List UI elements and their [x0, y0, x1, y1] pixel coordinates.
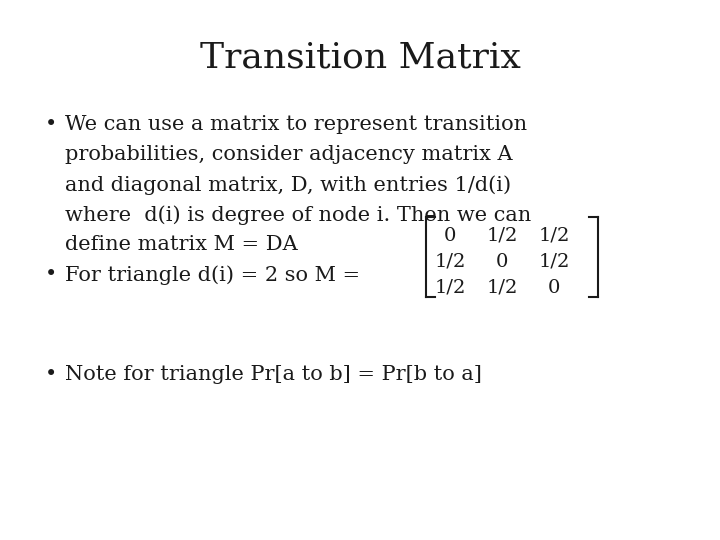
Text: 0: 0 — [444, 227, 456, 245]
Text: 1/2: 1/2 — [434, 253, 466, 271]
Text: 0: 0 — [548, 279, 560, 297]
Text: 1/2: 1/2 — [434, 279, 466, 297]
Text: •: • — [45, 265, 58, 284]
Text: 1/2: 1/2 — [486, 227, 518, 245]
Text: Note for triangle Pr[a to b] = Pr[b to a]: Note for triangle Pr[a to b] = Pr[b to a… — [65, 365, 482, 384]
Text: probabilities, consider adjacency matrix A: probabilities, consider adjacency matrix… — [65, 145, 513, 164]
Text: For triangle d(i) = 2 so M =: For triangle d(i) = 2 so M = — [65, 265, 360, 285]
Text: 1/2: 1/2 — [539, 253, 570, 271]
Text: 0: 0 — [496, 253, 508, 271]
Text: and diagonal matrix, D, with entries 1/d(i): and diagonal matrix, D, with entries 1/d… — [65, 175, 511, 195]
Text: We can use a matrix to represent transition: We can use a matrix to represent transit… — [65, 115, 527, 134]
Text: •: • — [45, 365, 58, 384]
Text: Transition Matrix: Transition Matrix — [199, 40, 521, 74]
Text: 1/2: 1/2 — [539, 227, 570, 245]
Text: 1/2: 1/2 — [486, 279, 518, 297]
Text: define matrix M = DA: define matrix M = DA — [65, 235, 298, 254]
Text: •: • — [45, 115, 58, 134]
Text: where  d(i) is degree of node i. Then we can: where d(i) is degree of node i. Then we … — [65, 205, 531, 225]
